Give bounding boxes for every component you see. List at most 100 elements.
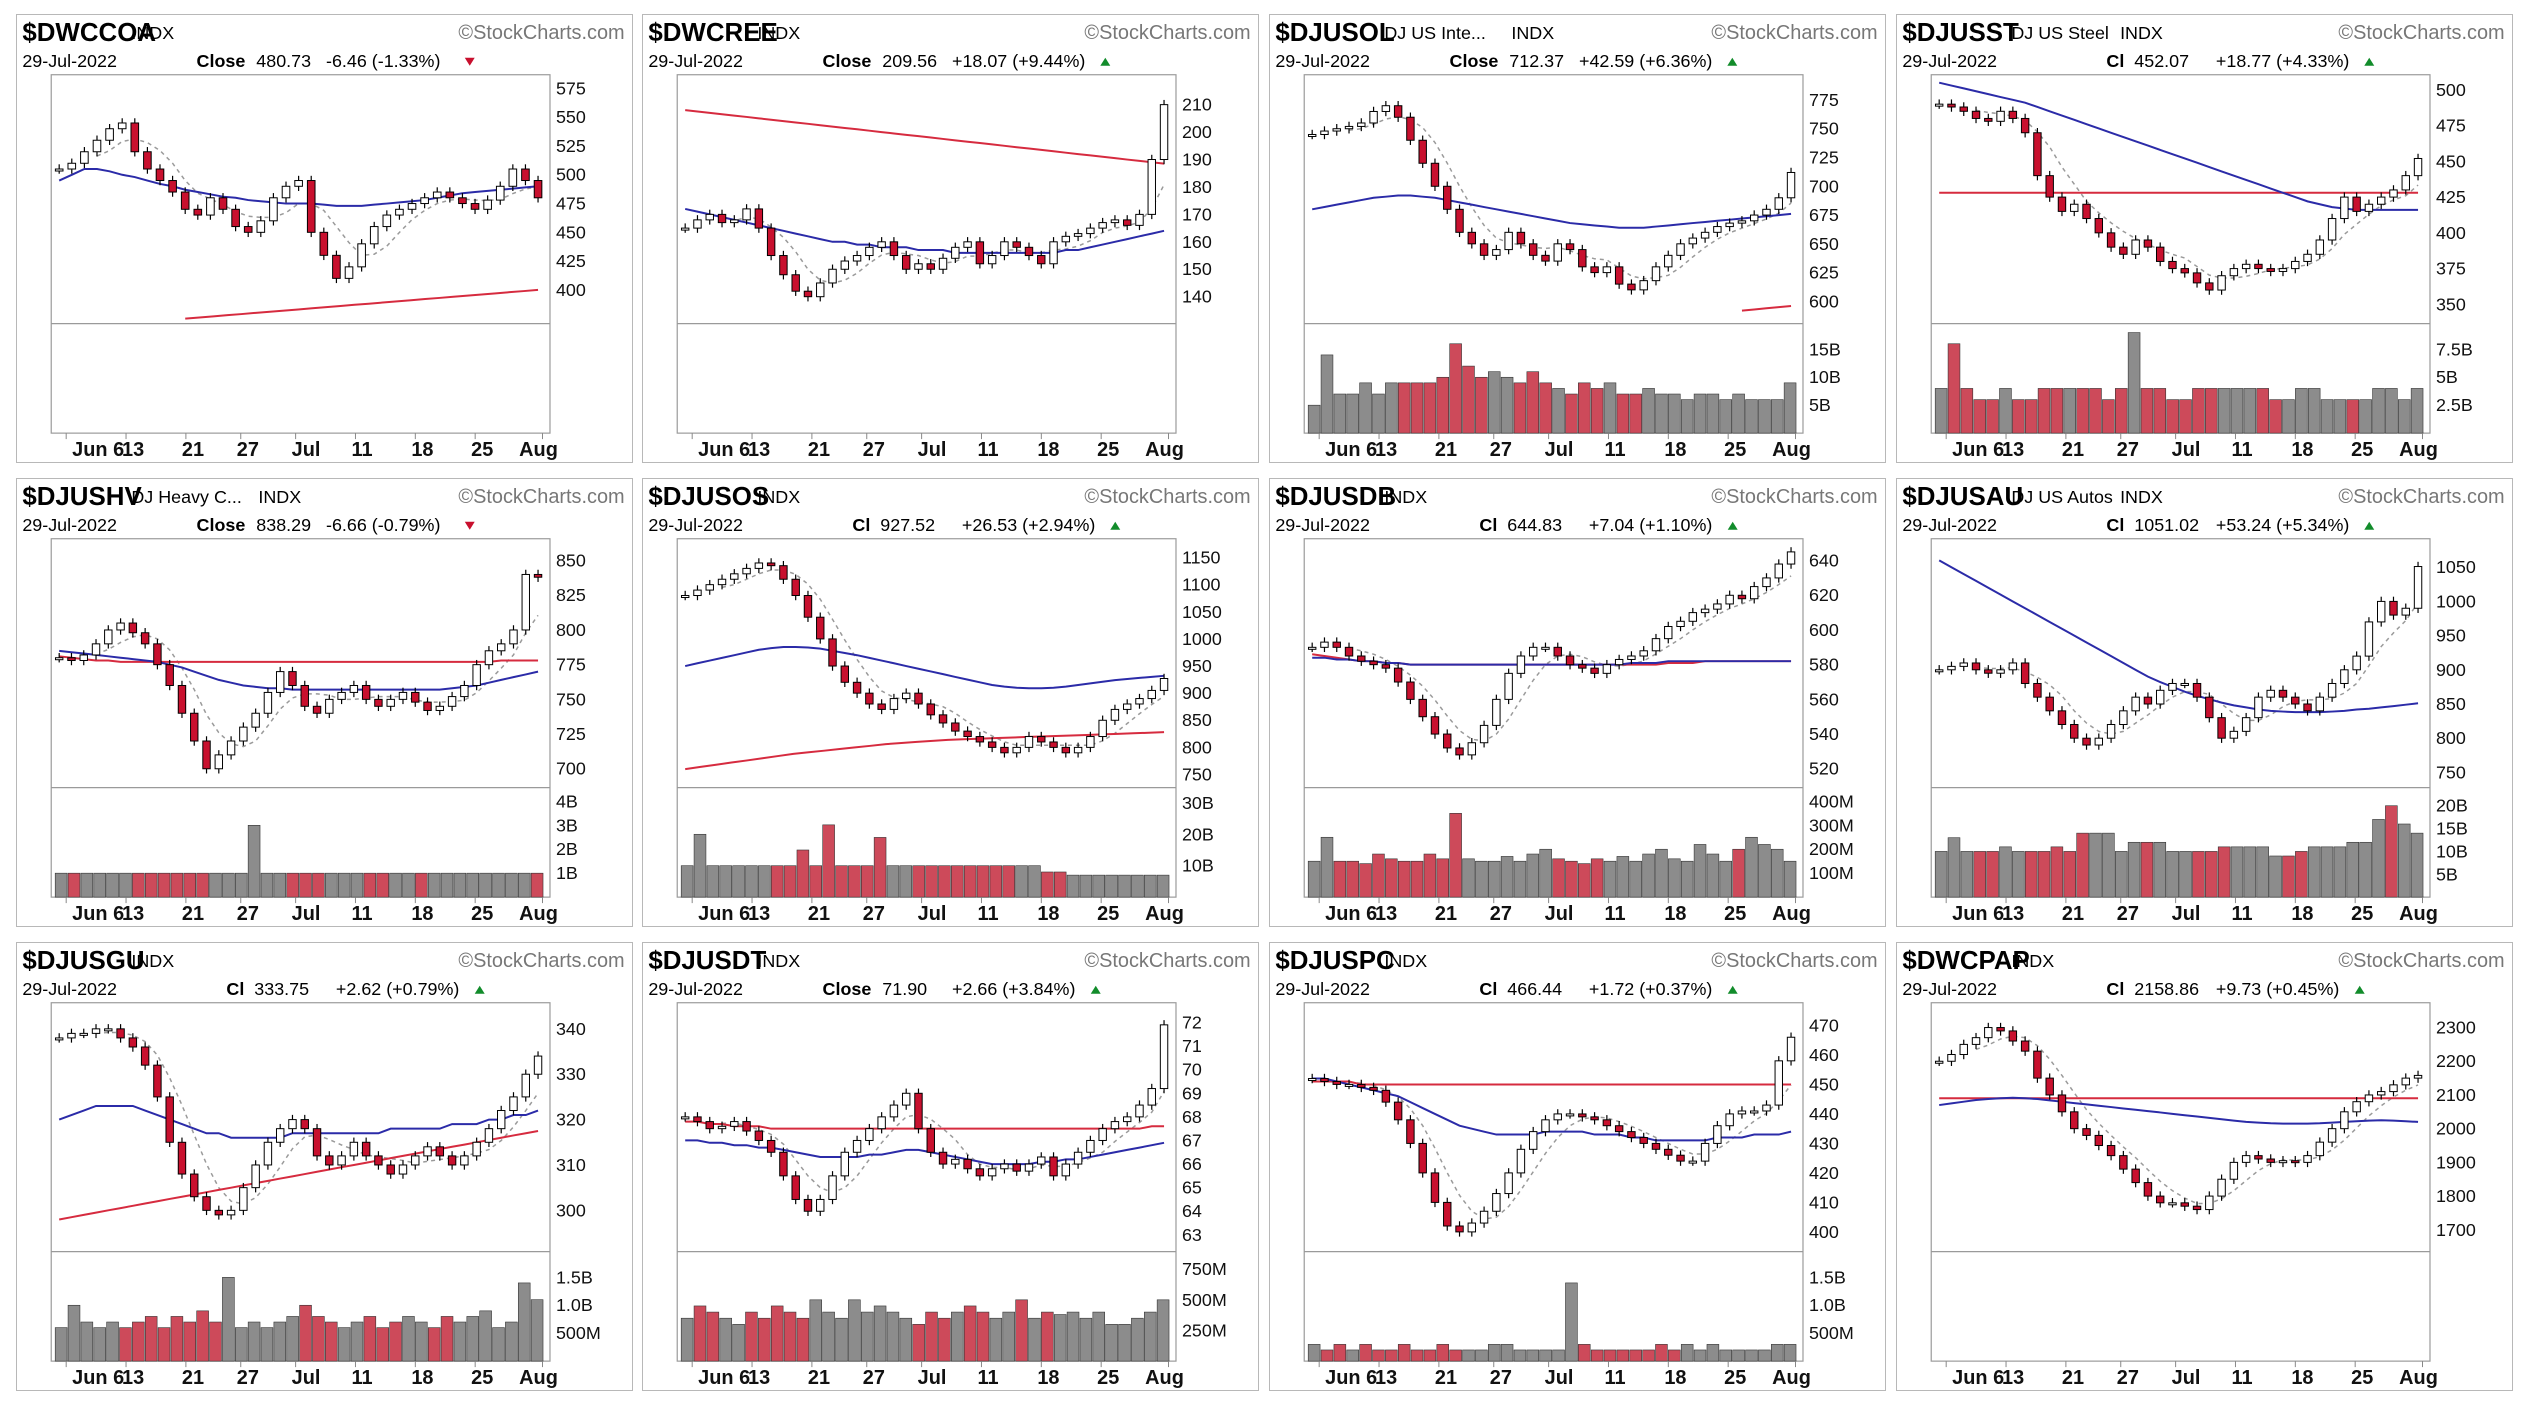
- volume-bar: [80, 872, 94, 898]
- candle: [312, 1128, 322, 1157]
- candle: [2033, 1050, 2042, 1079]
- volume-bar: [2359, 841, 2372, 898]
- volume-bar: [2140, 388, 2154, 434]
- x-tick-label: Jun 6: [698, 1367, 750, 1389]
- candle: [766, 562, 776, 567]
- volume-bar: [680, 1317, 694, 1362]
- candle: [2327, 218, 2337, 241]
- candle: [1430, 716, 1440, 735]
- volume-bar: [1307, 1344, 1321, 1362]
- candle: [1393, 105, 1403, 118]
- candle: [1627, 283, 1636, 291]
- candle: [2168, 682, 2177, 691]
- candle: [1762, 208, 1771, 216]
- candle: [521, 1073, 530, 1098]
- exchange-label: INDX: [1511, 23, 1554, 43]
- volume-bar: [796, 849, 810, 898]
- y-tick-label: 340: [556, 1019, 586, 1039]
- close-value: 480.73: [256, 51, 311, 71]
- candle: [1996, 669, 2005, 674]
- candle: [1553, 646, 1562, 657]
- y-tick-label: 2300: [2436, 1018, 2476, 1038]
- y-tick-label: 160: [1182, 232, 1212, 252]
- volume-bar: [822, 1311, 835, 1362]
- candle: [2008, 110, 2018, 119]
- volume-bar: [2050, 388, 2064, 434]
- x-tick-label: 27: [237, 1367, 259, 1389]
- volume-bar: [1732, 848, 1745, 898]
- candle: [1492, 1193, 1501, 1212]
- volume-bar: [157, 1327, 171, 1362]
- close-value: 452.07: [2134, 51, 2189, 71]
- volume-bar: [1655, 1344, 1668, 1362]
- ticker-symbol: $DJUSPC: [1275, 947, 1394, 975]
- candle: [374, 698, 383, 707]
- change-value: +26.53 (+2.94%): [962, 515, 1095, 535]
- volume-bar: [466, 872, 480, 898]
- candle: [1037, 255, 1046, 265]
- candle: [1159, 678, 1169, 691]
- candle: [2106, 724, 2116, 739]
- volume-bar: [2333, 399, 2347, 434]
- chart-panel-djusol: $DJUSOL DJ US Inte... INDX ©StockCharts.com…: [1269, 14, 1886, 463]
- volume-bar: [976, 865, 990, 898]
- x-tick-label: Jun 6: [1325, 439, 1377, 461]
- candle: [1012, 746, 1021, 754]
- stockcharts-watermark: ©StockCharts.com: [1711, 22, 1877, 44]
- candle: [938, 714, 948, 724]
- candle: [2364, 621, 2374, 657]
- volume-bar: [1539, 382, 1552, 434]
- volume-bar: [1693, 844, 1707, 898]
- y-tick-label: 900: [2436, 660, 2466, 680]
- volume-bar: [899, 1317, 913, 1362]
- candle: [2205, 282, 2214, 291]
- volume-bar: [286, 1316, 299, 1362]
- chart-panel-djusos: $DJUSOS INDX ©StockCharts.com 29-Jul-2022 Cl…: [642, 478, 1259, 927]
- x-tick-label: Jun 6: [1952, 1367, 2004, 1389]
- volume-bar: [809, 865, 823, 898]
- volume-bar: [1156, 1299, 1170, 1362]
- candle: [1664, 1148, 1673, 1156]
- candle: [1357, 1083, 1366, 1088]
- candle: [1996, 1027, 2005, 1032]
- up-arrow-icon: [2354, 985, 2365, 994]
- volume-bar: [1436, 858, 1450, 898]
- candle: [2020, 662, 2030, 684]
- y-tick-label: 65: [1182, 1178, 1202, 1198]
- volume-tick-label: 1.5B: [556, 1267, 593, 1287]
- stockcharts-watermark: ©StockCharts.com: [1711, 486, 1877, 508]
- candle: [2045, 1077, 2054, 1096]
- volume-tick-label: 20B: [2436, 796, 2468, 816]
- volume-bar: [1346, 1349, 1359, 1362]
- candle: [1418, 698, 1427, 718]
- x-tick-label: 18: [411, 1367, 433, 1389]
- candle: [987, 741, 997, 748]
- candle: [1492, 698, 1501, 726]
- volume-tick-label: 1.0B: [1809, 1295, 1846, 1315]
- ma-200-line: [59, 1129, 539, 1221]
- volume-bar: [440, 1316, 454, 1362]
- volume-bar: [1565, 1282, 1578, 1362]
- volume-bar: [1513, 860, 1527, 898]
- candle: [1651, 638, 1661, 652]
- y-tick-label: 320: [556, 1110, 586, 1130]
- candle: [1357, 655, 1366, 662]
- stockcharts-watermark: ©StockCharts.com: [2338, 486, 2504, 508]
- candle: [1688, 237, 1698, 245]
- volume-bar: [848, 865, 861, 898]
- volume-bar: [2346, 399, 2360, 434]
- candle: [1098, 222, 1107, 229]
- exchange-label: INDX: [1384, 487, 1427, 507]
- ma-50-line: [59, 649, 539, 691]
- volume-bar: [144, 1316, 158, 1362]
- candle: [1971, 662, 1981, 671]
- candle: [1971, 110, 1981, 119]
- volume-bar: [1539, 848, 1552, 898]
- x-tick-label: Aug: [2399, 1367, 2438, 1389]
- volume-bar: [1590, 858, 1604, 898]
- candle: [742, 1121, 751, 1132]
- volume-bar: [1333, 393, 1347, 434]
- volume-bar: [427, 1327, 441, 1362]
- x-tick-label: 13: [2002, 1367, 2024, 1389]
